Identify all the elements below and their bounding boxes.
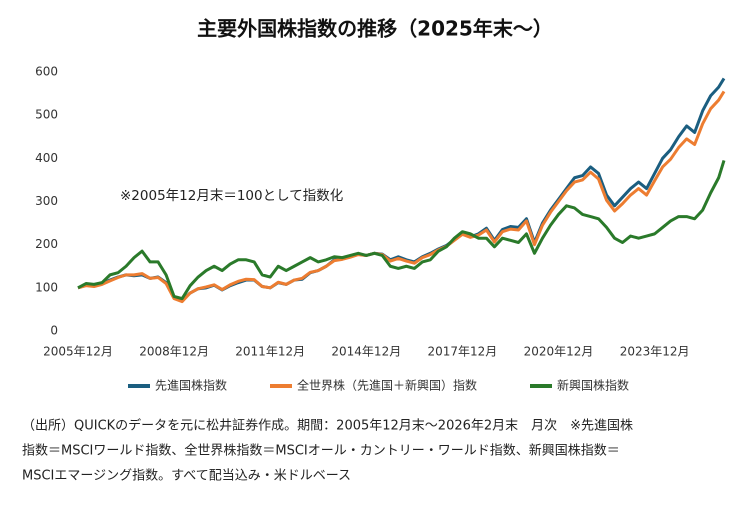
y-tick-label: 500 bbox=[35, 108, 58, 122]
x-tick-label: 2017年12月 bbox=[427, 345, 497, 359]
legend-label: 先進国株指数 bbox=[155, 378, 227, 393]
source-note: （出所）QUICKのデータを元に松井証券作成。期間：2005年12月末～2026… bbox=[22, 418, 633, 434]
chart-title: 主要外国株指数の推移（2025年末～） bbox=[197, 17, 553, 41]
y-tick-label: 600 bbox=[35, 65, 58, 79]
x-tick-label: 2005年12月 bbox=[43, 345, 113, 359]
x-tick-label: 2020年12月 bbox=[524, 345, 594, 359]
y-tick-label: 0 bbox=[50, 324, 58, 338]
y-tick-label: 400 bbox=[35, 151, 58, 165]
x-tick-label: 2011年12月 bbox=[235, 345, 305, 359]
source-note: MSCIエマージング指数。すべて配当込み・米ドルベース bbox=[22, 469, 351, 484]
source-note: 指数＝MSCIワールド指数、全世界株指数＝MSCIオール・カントリー・ワールド指… bbox=[22, 443, 620, 459]
legend-label: 全世界株（先進国＋新興国）指数 bbox=[297, 378, 477, 393]
y-tick-label: 300 bbox=[35, 194, 58, 208]
x-tick-label: 2014年12月 bbox=[331, 345, 401, 359]
x-tick-label: 2008年12月 bbox=[139, 345, 209, 359]
x-tick-label: 2023年12月 bbox=[620, 345, 690, 359]
series-line bbox=[77, 160, 726, 301]
series-line bbox=[77, 90, 726, 304]
annotation: ※2005年12月末＝100として指数化 bbox=[120, 188, 343, 204]
legend-label: 新興国株指数 bbox=[557, 378, 629, 393]
y-tick-label: 200 bbox=[35, 237, 58, 251]
y-tick-label: 100 bbox=[35, 280, 58, 294]
